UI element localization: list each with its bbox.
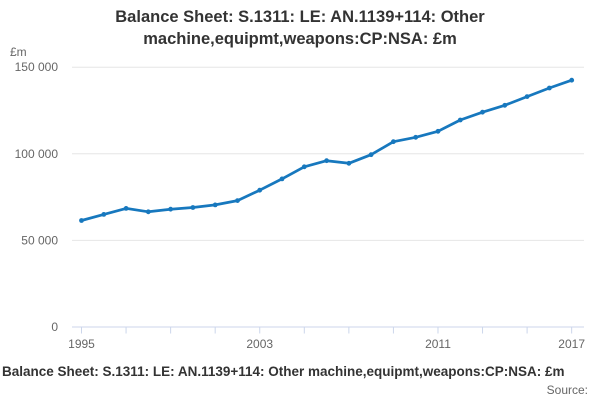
y-axis-tick-label: 100 000 (15, 147, 59, 161)
series-point[interactable] (569, 77, 575, 83)
series-point[interactable] (145, 209, 151, 215)
series-point[interactable] (190, 205, 196, 210)
data-series[interactable] (79, 77, 575, 223)
series-point[interactable] (168, 206, 174, 212)
series-point[interactable] (435, 128, 441, 134)
series-point[interactable] (301, 164, 307, 170)
series-point[interactable] (79, 218, 84, 223)
footer-caption: Balance Sheet: S.1311: LE: AN.1139+114: … (2, 364, 565, 379)
series-line[interactable] (80, 78, 574, 222)
y-axis-tick-label: 50 000 (21, 233, 58, 247)
series-point[interactable] (101, 212, 107, 217)
series-point[interactable] (524, 94, 530, 99)
series-point[interactable] (413, 134, 419, 140)
series-point[interactable] (502, 102, 508, 108)
series-point[interactable] (324, 158, 329, 164)
footer-source-label: Source: (546, 383, 588, 397)
x-axis-tick-label: 2011 (425, 337, 451, 351)
series-point[interactable] (480, 109, 485, 115)
series-point[interactable] (235, 198, 240, 204)
series-point[interactable] (457, 117, 463, 123)
chart-title-line2: machine,equipmt,weapons:CP:NSA: £m (143, 29, 457, 48)
series-point[interactable] (279, 176, 285, 182)
x-axis-tick-label: 2017 (558, 337, 585, 351)
chart-title-line1: Balance Sheet: S.1311: LE: AN.1139+114: … (115, 8, 485, 26)
series-point[interactable] (257, 187, 263, 193)
chart-title: Balance Sheet: S.1311: LE: AN.1139+114: … (0, 7, 600, 50)
series-point[interactable] (547, 85, 552, 91)
y-axis-tick-label: 150 000 (15, 60, 59, 74)
x-axis-tick-label: 1995 (68, 337, 95, 351)
series-point[interactable] (123, 206, 129, 211)
series-point[interactable] (212, 202, 218, 208)
y-axis-unit-label: £m (10, 45, 27, 59)
x-axis-tick-label: 2003 (246, 337, 273, 351)
series-point[interactable] (391, 139, 396, 145)
series-point[interactable] (346, 160, 352, 166)
series-point[interactable] (368, 152, 374, 158)
y-axis-tick-label: 0 (51, 320, 58, 334)
